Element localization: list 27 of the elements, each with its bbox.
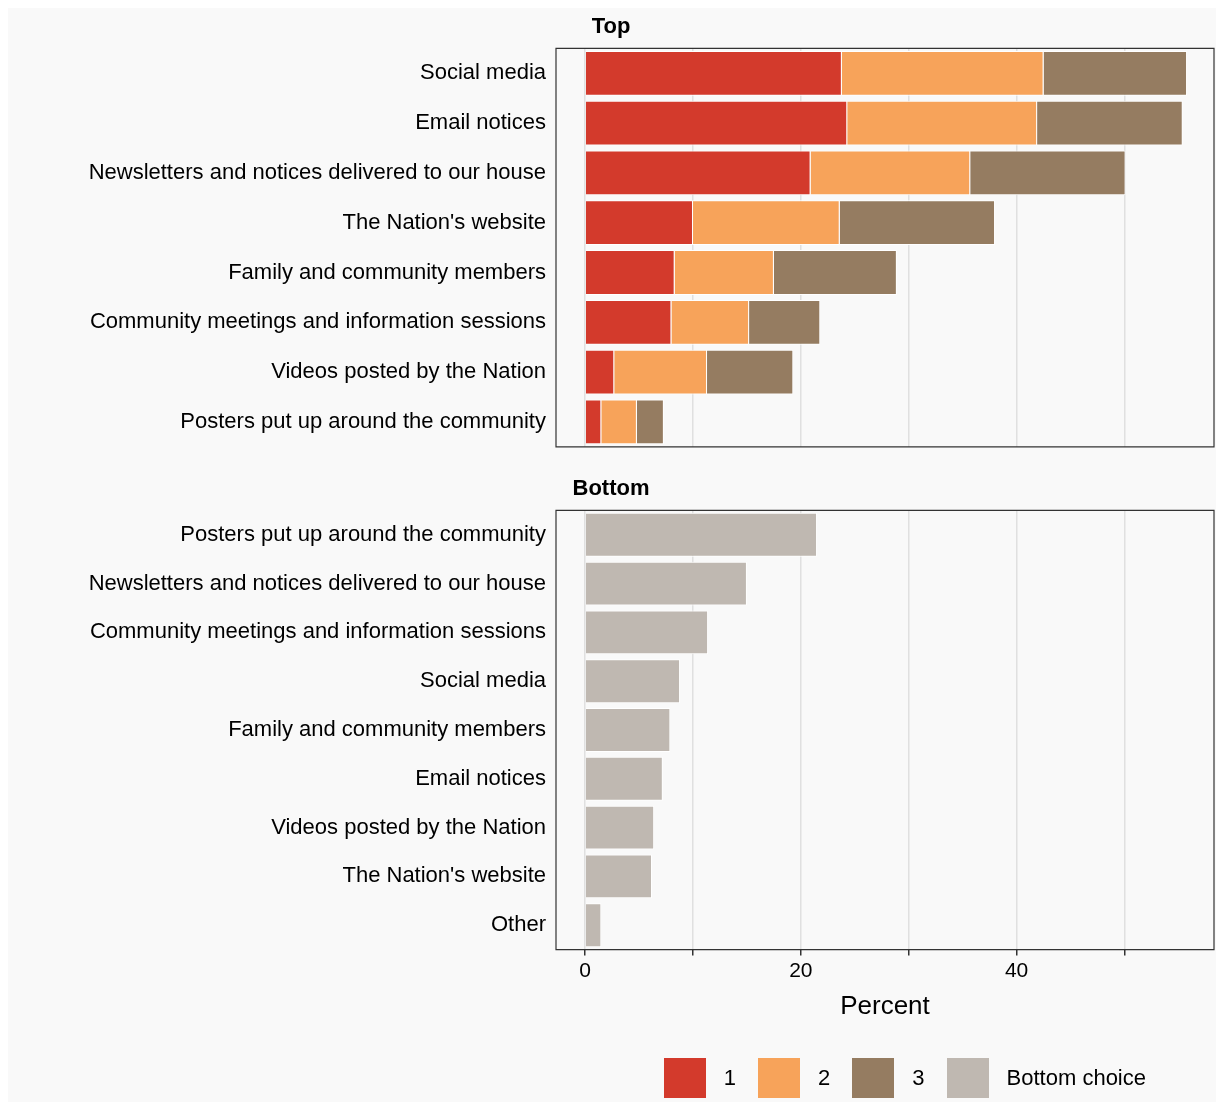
y-tick-label: Family and community members xyxy=(228,716,546,742)
y-tick-label: Community meetings and information sessions xyxy=(89,308,546,334)
y-tick-label: Newsletters and notices delivered to our house xyxy=(88,569,546,595)
legend-label: 2 xyxy=(818,1065,831,1091)
x-tick-label: 0 xyxy=(579,958,591,981)
y-tick-label: Social media xyxy=(420,667,547,693)
y-tick-label: The Nation's website xyxy=(342,208,546,234)
x-tick-label: 40 xyxy=(1004,958,1029,981)
x-axis-title: Percent xyxy=(840,989,931,1020)
y-tick-label: The Nation's website xyxy=(342,862,546,888)
legend-label: Bottom choice xyxy=(1006,1065,1146,1091)
y-tick-label: Community meetings and information sessions xyxy=(89,618,546,644)
y-tick-label: Videos posted by the Nation xyxy=(271,813,546,839)
legend-label: 1 xyxy=(723,1065,737,1091)
y-tick-label: Posters put up around the community xyxy=(180,407,546,433)
y-tick-label: Family and community members xyxy=(228,258,546,284)
y-tick-label: Newsletters and notices delivered to our house xyxy=(88,158,546,184)
x-tick-label: 20 xyxy=(789,958,813,981)
y-tick-label: Social media xyxy=(420,59,547,85)
chart-title: Bottom xyxy=(572,475,650,501)
legend-label: 3 xyxy=(912,1065,925,1091)
y-tick-label: Email notices xyxy=(415,764,546,790)
y-tick-label: Other xyxy=(490,911,546,937)
y-tick-label: Posters put up around the community xyxy=(180,520,546,546)
y-tick-label: Email notices xyxy=(415,109,546,135)
chart-title: Top xyxy=(591,13,631,39)
y-tick-label: Videos posted by the Nation xyxy=(271,358,546,384)
